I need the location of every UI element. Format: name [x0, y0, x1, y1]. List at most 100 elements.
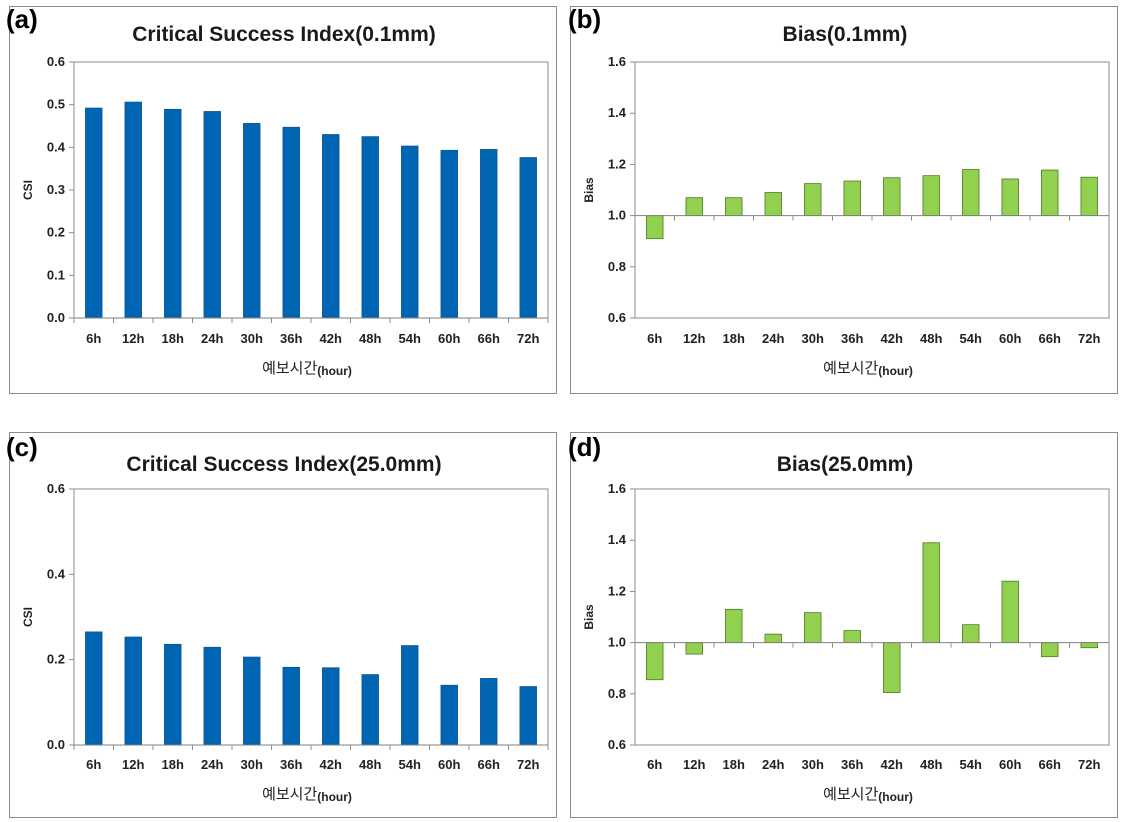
x-tick-label: 30h [802, 331, 824, 346]
y-axis-label: Bias [582, 604, 596, 630]
x-tick-label: 72h [517, 757, 539, 772]
bar-66h [1041, 169, 1059, 216]
chart-panel-b: Bias(0.1mm) 0.6 0.8 1.0 1.2 1.4 1.6 Bias 6h 12h 18… [570, 6, 1118, 394]
x-axis-label-main: 예보시간 [262, 360, 317, 377]
y-tick-label: 1.0 [608, 635, 626, 650]
bar-6h [85, 631, 103, 746]
bar-48h [922, 175, 940, 217]
x-tick-label: 54h [399, 757, 421, 772]
bar-30h [243, 123, 261, 319]
x-tick-label: 72h [517, 331, 539, 346]
chart-panel-c: Critical Success Index(25.0mm) 0.0 0.2 0.4 0… [9, 432, 557, 818]
bar-30h [804, 183, 822, 217]
chart-svg-b: Bias(0.1mm) 0.6 0.8 1.0 1.2 1.4 1.6 Bias 6h 12h 18… [582, 23, 1110, 378]
y-tick-label: 0.1 [47, 267, 65, 282]
y-tick-label: 1.0 [608, 208, 626, 223]
bar-36h [282, 126, 300, 319]
x-tick-label: 60h [438, 757, 460, 772]
y-tick-label: 1.6 [608, 54, 626, 69]
x-tick-label: 48h [359, 757, 381, 772]
x-tick-label: 24h [762, 757, 784, 772]
bar-18h [164, 643, 182, 746]
bar-54h [401, 145, 419, 319]
bar-6h [646, 215, 664, 240]
x-tick-label: 30h [241, 757, 263, 772]
x-axis-label: 예보시간(hour) [823, 786, 913, 804]
plot-area [634, 488, 1110, 746]
x-tick-label: 54h [399, 331, 421, 346]
chart-svg-d: Bias(25.0mm) 0.6 0.8 1.0 1.2 1.4 1.6 Bias 6h 12h 1… [582, 453, 1110, 804]
y-tick-label: 0.2 [47, 225, 65, 240]
x-tick-label: 30h [241, 331, 263, 346]
bar-66h [1041, 642, 1059, 658]
panel-letter-d: (d) [568, 432, 602, 462]
y-tick-label: 0.2 [47, 652, 65, 667]
chart-title: Bias(25.0mm) [777, 453, 914, 476]
x-axis-label: 예보시간(hour) [262, 360, 352, 378]
y-tick-label: 1.2 [608, 583, 626, 598]
bar-60h [440, 684, 458, 746]
x-tick-label: 72h [1078, 331, 1100, 346]
bar-48h [361, 136, 379, 319]
x-axis-label-main: 예보시간 [262, 786, 317, 803]
bar-12h [685, 642, 703, 655]
bar-24h [203, 646, 221, 746]
bar-24h [764, 192, 782, 216]
x-tick-label: 36h [280, 757, 302, 772]
x-tick-label: 36h [841, 331, 863, 346]
bar-36h [843, 180, 861, 216]
bar-42h [322, 667, 340, 746]
x-tick-label: 48h [359, 331, 381, 346]
bar-54h [401, 645, 419, 746]
x-tick-label: 72h [1078, 757, 1100, 772]
panel-letter-b: (b) [568, 4, 602, 34]
bar-12h [685, 197, 703, 216]
bar-18h [725, 197, 743, 216]
bar-66h [480, 149, 498, 319]
x-tick-label: 36h [841, 757, 863, 772]
bar-60h [1001, 178, 1019, 217]
x-tick-label: 48h [920, 757, 942, 772]
chart-title: Critical Success Index(25.0mm) [126, 453, 441, 476]
bar-60h [1001, 580, 1019, 644]
bar-42h [322, 134, 340, 319]
x-tick-label: 18h [162, 331, 184, 346]
bar-42h [883, 642, 901, 693]
y-tick-label: 0.4 [47, 566, 66, 581]
bar-12h [124, 636, 142, 746]
bar-36h [843, 630, 861, 643]
bar-60h [440, 149, 458, 319]
bar-24h [764, 633, 782, 643]
x-tick-label: 6h [647, 757, 662, 772]
y-tick-label: 0.8 [608, 686, 626, 701]
y-axis-label: CSI [21, 607, 35, 627]
x-tick-label: 42h [881, 757, 903, 772]
bar-24h [203, 111, 221, 319]
x-tick-label: 12h [683, 757, 705, 772]
y-tick-label: 1.2 [608, 156, 626, 171]
bar-42h [883, 177, 901, 217]
y-tick-label: 0.5 [47, 97, 65, 112]
plot-area [73, 488, 549, 746]
chart-panel-d: Bias(25.0mm) 0.6 0.8 1.0 1.2 1.4 1.6 Bias 6h 12h 1… [570, 432, 1118, 818]
panel-letter-a: (a) [6, 4, 38, 34]
y-tick-label: 0.6 [608, 310, 626, 325]
x-axis-label-unit: (hour) [317, 790, 352, 804]
x-axis-label-unit: (hour) [317, 364, 352, 378]
plot-area [73, 61, 549, 319]
bar-30h [243, 656, 261, 746]
x-axis-label-unit: (hour) [878, 790, 913, 804]
bar-12h [124, 101, 142, 319]
x-tick-label: 6h [86, 331, 101, 346]
bar-48h [922, 542, 940, 643]
y-tick-label: 0.6 [47, 54, 65, 69]
y-tick-label: 0.3 [47, 182, 65, 197]
bar-30h [804, 612, 822, 643]
bar-18h [164, 108, 182, 319]
chart-panel-a: Critical Success Index(0.1mm) 0.0 0.1 0.2 0.… [9, 6, 557, 394]
bar-6h [85, 107, 103, 319]
x-tick-label: 24h [201, 757, 223, 772]
chart-title: Critical Success Index(0.1mm) [132, 23, 435, 46]
x-tick-label: 18h [162, 757, 184, 772]
y-tick-label: 0.4 [47, 139, 66, 154]
